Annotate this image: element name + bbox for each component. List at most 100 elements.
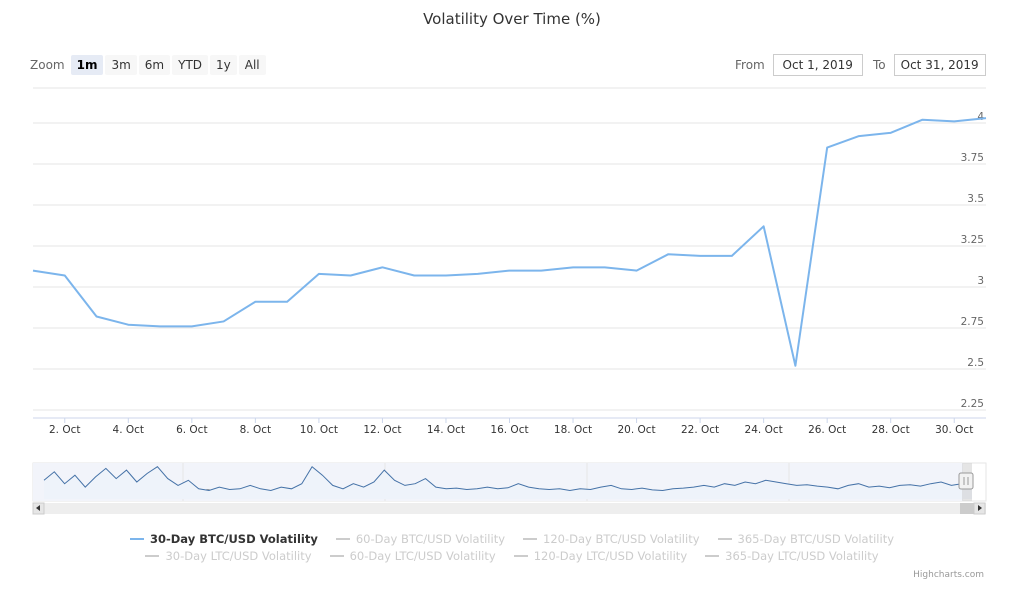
to-label: To [873, 58, 886, 72]
data-point[interactable] [951, 118, 957, 124]
y-tick-label: 4 [977, 111, 984, 123]
range-to: To Oct 31, 2019 [873, 53, 986, 77]
data-point[interactable] [634, 268, 640, 274]
x-tick-label: 10. Oct [300, 424, 338, 436]
legend-swatch [129, 537, 144, 540]
legend-item-60d-btc[interactable]: 60-Day BTC/USD Volatility [335, 531, 506, 546]
data-point[interactable] [252, 299, 258, 305]
from-date-input[interactable]: Oct 1, 2019 [772, 54, 863, 76]
zoom-bar: Zoom 1m 3m 6m YTD 1y All [30, 54, 268, 76]
arrow-right-icon [978, 505, 982, 511]
legend-item-30d-btc[interactable]: 30-Day BTC/USD Volatility [129, 531, 318, 546]
data-point[interactable] [411, 273, 417, 279]
x-tick-label: 28. Oct [872, 424, 910, 436]
zoom-6m-button[interactable]: 6m [138, 55, 171, 75]
data-point[interactable] [570, 264, 576, 270]
x-tick-label: 4. Oct [113, 424, 145, 436]
x-tick-label: 12. Oct [363, 424, 401, 436]
zoom-1y-button[interactable]: 1y [210, 55, 237, 75]
navigator-series-line [43, 465, 973, 492]
legend-swatch [329, 554, 344, 557]
legend: 30-Day BTC/USD Volatility 60-Day BTC/USD… [0, 530, 1024, 564]
data-point[interactable] [888, 130, 894, 136]
data-point[interactable] [761, 223, 767, 229]
data-point[interactable] [856, 133, 862, 139]
legend-label: 365-Day LTC/USD Volatility [725, 548, 879, 563]
legend-swatch [717, 537, 732, 540]
x-tick-label: 6. Oct [176, 424, 208, 436]
scrollbar[interactable] [32, 502, 986, 515]
legend-label: 120-Day LTC/USD Volatility [533, 548, 688, 563]
x-tick-label: 14. Oct [427, 424, 465, 436]
data-point[interactable] [221, 318, 227, 324]
y-tick-label: 3.5 [967, 193, 984, 205]
data-point[interactable] [62, 273, 68, 279]
x-tick-label: 26. Oct [808, 424, 846, 436]
x-tick-label: 18. Oct [554, 424, 592, 436]
data-point[interactable] [983, 115, 989, 121]
legend-swatch [335, 537, 350, 540]
legend-item-365d-btc[interactable]: 365-Day BTC/USD Volatility [717, 532, 894, 546]
data-point[interactable] [379, 264, 385, 270]
y-tick-label: 3 [977, 275, 984, 287]
y-tick-label: 2.25 [961, 398, 984, 410]
data-point[interactable] [919, 117, 925, 123]
legend-label: 120-Day BTC/USD Volatility [543, 531, 700, 546]
legend-label: 30-Day LTC/USD Volatility [165, 548, 312, 563]
data-point[interactable] [602, 264, 608, 270]
to-date-input[interactable]: Oct 31, 2019 [893, 54, 986, 76]
legend-item-365d-ltc[interactable]: 365-Day LTC/USD Volatility [705, 548, 879, 563]
zoom-1m-button[interactable]: 1m [70, 55, 104, 75]
legend-swatch [523, 537, 538, 540]
x-tick-label: 2. Oct [49, 424, 81, 436]
legend-swatch [705, 554, 720, 557]
data-point[interactable] [125, 322, 131, 328]
data-point[interactable] [697, 253, 703, 259]
navigator-handle[interactable] [958, 472, 974, 490]
legend-item-30d-ltc[interactable]: 30-Day LTC/USD Volatility [145, 548, 312, 563]
credits-link[interactable]: Highcharts.com [913, 570, 984, 580]
data-point[interactable] [507, 268, 513, 274]
zoom-3m-button[interactable]: 3m [105, 55, 137, 75]
y-tick-label: 3.25 [961, 234, 984, 246]
data-point[interactable] [316, 271, 322, 277]
data-point[interactable] [792, 363, 798, 369]
legend-label: 60-Day LTC/USD Volatility [349, 548, 496, 563]
legend-label: 60-Day BTC/USD Volatility [355, 531, 506, 546]
scrollbar-track[interactable] [33, 503, 986, 514]
navigator[interactable]: 2012201420162018 [32, 462, 987, 502]
x-tick-label: 22. Oct [681, 424, 719, 436]
data-point[interactable] [824, 145, 830, 151]
series-line[interactable] [32, 117, 987, 367]
data-point[interactable] [665, 251, 671, 257]
legend-row: 30-Day BTC/USD Volatility 60-Day BTC/USD… [0, 530, 1024, 547]
zoom-label: Zoom [30, 58, 65, 72]
zoom-all-button[interactable]: All [238, 55, 266, 75]
arrow-left-icon [36, 505, 40, 511]
data-point[interactable] [94, 314, 100, 320]
y-tick-label: 2.75 [961, 316, 984, 328]
legend-item-60d-ltc[interactable]: 60-Day LTC/USD Volatility [329, 548, 496, 563]
zoom-ytd-button[interactable]: YTD [172, 55, 209, 75]
legend-item-120d-ltc[interactable]: 120-Day LTC/USD Volatility [513, 548, 688, 563]
from-label: From [735, 58, 765, 72]
scrollbar-thumb[interactable] [960, 503, 974, 514]
data-point[interactable] [189, 323, 195, 329]
range-from: From Oct 1, 2019 [735, 53, 863, 77]
data-point[interactable] [443, 273, 449, 279]
data-point[interactable] [538, 268, 544, 274]
legend-label: 30-Day BTC/USD Volatility [149, 531, 318, 546]
navigator-series-area [44, 466, 972, 499]
data-point[interactable] [30, 268, 36, 274]
y-tick-label: 2.5 [967, 357, 984, 369]
legend-swatch [145, 554, 160, 557]
legend-item-120d-btc[interactable]: 120-Day BTC/USD Volatility [523, 532, 700, 546]
legend-row: 30-Day LTC/USD Volatility 60-Day LTC/USD… [0, 547, 1024, 564]
data-point[interactable] [348, 273, 354, 279]
data-point[interactable] [475, 271, 481, 277]
data-point[interactable] [157, 323, 163, 329]
data-point[interactable] [284, 299, 290, 305]
volatility-chart: 2.25 2.5 2.75 3 3.25 3.5 3.75 4 2. Oct 4. Oct 6. … [30, 87, 989, 515]
data-point[interactable] [729, 253, 735, 259]
legend-swatch [513, 554, 528, 557]
